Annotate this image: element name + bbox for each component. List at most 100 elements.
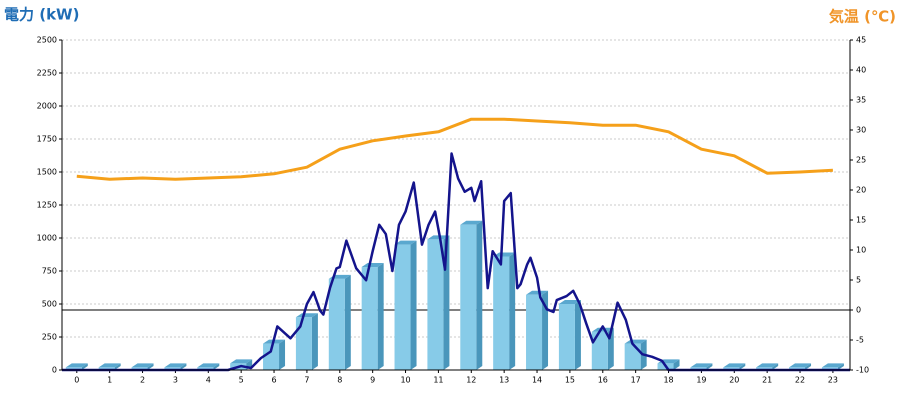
x-tick-label: 23: [828, 376, 838, 385]
bar-top: [591, 327, 614, 332]
bar: [690, 367, 707, 370]
x-tick-label: 17: [631, 376, 641, 385]
x-tick-label: 21: [762, 376, 772, 385]
bar-top: [65, 363, 88, 368]
bar: [591, 331, 608, 370]
bar-top: [756, 363, 779, 368]
bar-top: [394, 240, 417, 245]
bar-side: [279, 339, 286, 370]
y2-tick-label: 5: [856, 276, 861, 285]
y2-tick-label: 20: [856, 186, 866, 195]
x-tick-label: 8: [337, 376, 342, 385]
bar-side: [410, 240, 417, 370]
x-tick-label: 20: [729, 376, 739, 385]
bar-side: [213, 363, 220, 370]
x-tick-label: 6: [271, 376, 276, 385]
bar-side: [377, 263, 384, 370]
bar-top: [624, 339, 647, 344]
y2-tick-label: 30: [856, 126, 866, 135]
line: [62, 152, 850, 372]
x-tick-label: 16: [598, 376, 608, 385]
bar: [131, 367, 148, 370]
y2-tick-label: 0: [856, 306, 861, 315]
x-tick-label: 9: [370, 376, 375, 385]
bar-side: [772, 363, 779, 370]
y2-tick-label: 35: [856, 96, 866, 105]
y2-tick-label: -5: [856, 336, 864, 345]
x-tick-label: 4: [206, 376, 211, 385]
bar-side: [147, 363, 154, 370]
bar-side: [542, 290, 549, 370]
bar-top: [789, 363, 812, 368]
y2-tick-label: 10: [856, 246, 866, 255]
bar-side: [180, 363, 187, 370]
bar-top: [427, 235, 450, 240]
bar-side: [476, 220, 483, 370]
x-tick-label: 13: [499, 376, 509, 385]
bar-top: [230, 359, 253, 364]
x-tick-label: 11: [433, 376, 443, 385]
bar-top: [295, 313, 318, 318]
y2-tick-label: -10: [856, 366, 869, 375]
bar-top: [131, 363, 154, 368]
bar-top: [460, 220, 483, 225]
bar: [789, 367, 806, 370]
y-axis-title: 電力 (kW): [4, 6, 79, 24]
bar: [65, 367, 82, 370]
bar-top: [361, 263, 384, 268]
bar: [624, 343, 641, 370]
bar-side: [81, 363, 88, 370]
bar-top: [98, 363, 121, 368]
bar-top: [821, 363, 844, 368]
x-tick-label: 12: [466, 376, 476, 385]
bar: [394, 244, 411, 370]
x-tick-label: 5: [239, 376, 244, 385]
bar: [723, 367, 740, 370]
y2-tick-label: 25: [856, 156, 866, 165]
y-tick-label: 1750: [37, 135, 57, 144]
y-tick-label: 2250: [37, 69, 57, 78]
bar: [263, 343, 280, 370]
bar-top: [558, 300, 581, 304]
y-tick-label: 1250: [37, 201, 57, 210]
x-tick-label: 0: [74, 376, 79, 385]
bar: [328, 278, 345, 370]
bar-side: [311, 313, 318, 370]
y2-tick-label: 45: [856, 36, 866, 45]
x-tick-label: 22: [795, 376, 805, 385]
bar: [164, 367, 181, 370]
y-tick-label: 750: [42, 267, 57, 276]
y-tick-label: 0: [52, 366, 57, 375]
x-tick-label: 10: [400, 376, 410, 385]
x-tick-label: 15: [565, 376, 575, 385]
line: [76, 117, 833, 181]
bar-top: [723, 363, 746, 368]
bar-top: [197, 363, 220, 368]
bar: [361, 267, 378, 370]
y2-tick-label: 15: [856, 216, 866, 225]
x-tick-label: 7: [304, 376, 309, 385]
bar: [197, 367, 214, 370]
bar: [526, 294, 543, 370]
bar: [427, 239, 444, 370]
bar-side: [344, 274, 351, 370]
bar-side: [706, 363, 713, 370]
bar-side: [805, 363, 812, 370]
x-tick-label: 18: [663, 376, 673, 385]
bar: [295, 317, 312, 370]
bar: [460, 224, 477, 370]
bar-side: [509, 252, 516, 370]
x-tick-label: 14: [532, 376, 542, 385]
bar-top: [164, 363, 187, 368]
bar: [98, 367, 115, 370]
bar-side: [114, 363, 121, 370]
x-tick-label: 19: [696, 376, 706, 385]
x-tick-label: 2: [140, 376, 145, 385]
bar: [558, 304, 575, 370]
bar-side: [837, 363, 844, 370]
bar-top: [493, 252, 516, 257]
y-tick-label: 1500: [37, 168, 57, 177]
bar-top: [526, 290, 549, 295]
y-tick-label: 250: [42, 333, 57, 342]
